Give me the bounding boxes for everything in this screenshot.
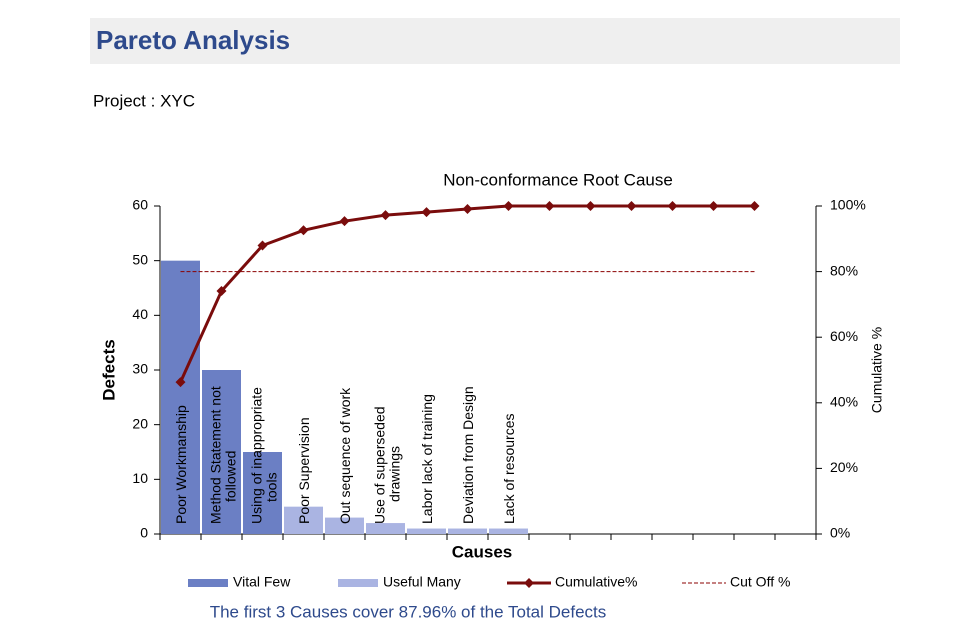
bar [448, 528, 487, 534]
y-tick-label: 20 [132, 415, 148, 431]
bar [202, 370, 241, 534]
y2-tick-label: 100% [830, 197, 866, 213]
bar [407, 528, 446, 534]
y-tick-label: 50 [132, 251, 148, 267]
legend-label: Cut Off % [730, 574, 790, 590]
marker [667, 201, 678, 211]
x-tick-label: Labor lack of training [419, 394, 435, 524]
marker [421, 207, 432, 218]
y2-tick-label: 40% [830, 394, 858, 410]
marker [708, 201, 719, 211]
y-tick-label: 30 [132, 361, 148, 377]
x-tick-label: Poor Supervision [296, 417, 312, 524]
x-tick-label: Out sequence of work [337, 387, 353, 524]
x-tick-label: Lack of resources [501, 414, 517, 525]
y2-tick-label: 80% [830, 262, 858, 278]
bar [366, 523, 405, 534]
y-axis-label: Defects [99, 339, 118, 400]
marker [257, 240, 268, 251]
y2-tick-label: 20% [830, 459, 858, 475]
bar [284, 506, 323, 534]
legend-swatch [188, 579, 228, 587]
legend-marker [524, 578, 534, 588]
bar [325, 517, 364, 534]
chart-title: Non-conformance Root Cause [443, 170, 673, 189]
x-tick-label: Deviation from Design [460, 386, 476, 524]
legend-swatch [338, 579, 378, 587]
legend-label: Cumulative% [555, 574, 637, 590]
project-label: Project : XYC [93, 91, 195, 110]
marker [175, 377, 186, 388]
line [179, 204, 755, 383]
bar [243, 452, 282, 534]
x-tick-label: Use of supersededdrawings [371, 406, 402, 524]
header-band [90, 18, 900, 64]
marker [380, 210, 391, 221]
footer-note: The first 3 Causes cover 87.96% of the T… [210, 602, 607, 621]
legend-label: Vital Few [233, 574, 291, 590]
x-tick-label: Using of inappropriatetools [248, 387, 279, 524]
y2-tick-label: 0% [830, 525, 850, 541]
marker [749, 201, 760, 211]
x-tick-label: Method Statement notfollowed [207, 386, 238, 524]
y-tick-label: 10 [132, 470, 148, 486]
y2-tick-label: 60% [830, 328, 858, 344]
y2-axis-label: Cumulative % [869, 327, 885, 413]
y-tick-label: 0 [140, 525, 148, 541]
marker [216, 286, 227, 297]
x-axis-label: Causes [452, 542, 512, 561]
page-title: Pareto Analysis [96, 25, 290, 55]
x-tick-label: Poor Workmanship [173, 405, 189, 524]
marker [339, 216, 350, 227]
marker [298, 225, 309, 236]
marker [585, 201, 596, 211]
marker [503, 201, 514, 211]
marker [626, 201, 637, 211]
marker [462, 204, 473, 215]
y-tick-label: 60 [132, 197, 148, 213]
legend-label: Useful Many [383, 574, 461, 590]
bar [161, 260, 200, 534]
marker [544, 201, 555, 211]
bar [489, 528, 528, 534]
y-tick-label: 40 [132, 306, 148, 322]
